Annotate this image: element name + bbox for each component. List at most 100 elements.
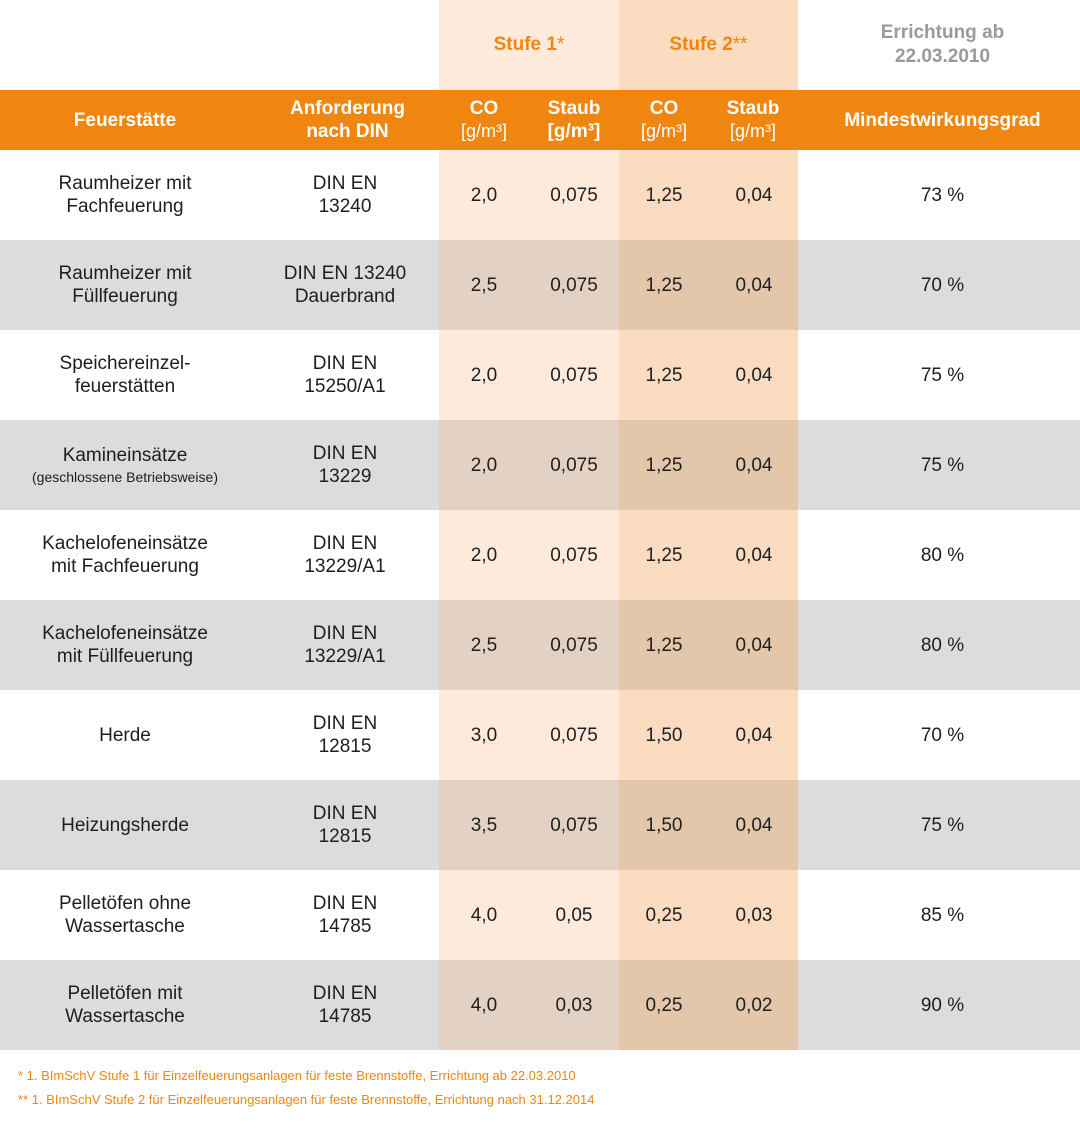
- header-staub-unit: [g/m³]: [547, 121, 601, 142]
- cell-anforderung: DIN EN 14785: [250, 870, 440, 960]
- cell-stufe2: 1,50 0,04: [619, 690, 798, 780]
- table-row: Kachelofeneinsätze mit Füllfeuerung DIN …: [0, 600, 1080, 690]
- stufe2-co-value: 1,25: [645, 454, 683, 476]
- header-mindestwirkungsgrad-label: Mindestwirkungsgrad: [844, 109, 1041, 131]
- stufe2-co-value: 1,25: [645, 274, 683, 296]
- cell-feuerstaette: Speichereinzel- feuerstätten: [0, 330, 250, 420]
- table-row: Speichereinzel- feuerstätten DIN EN 1525…: [0, 330, 1080, 420]
- table-row: Raumheizer mit Füllfeuerung DIN EN 13240…: [0, 240, 1080, 330]
- stufe1-staub-value: 0,075: [550, 364, 598, 386]
- cell-mindestwirkungsgrad: 75 %: [920, 454, 965, 476]
- header-co-unit: [g/m³]: [640, 121, 687, 141]
- header-feuerstaette: Feuerstätte: [0, 90, 250, 150]
- table-header-row: Feuerstätte Anforderung nach DIN CO [g/m…: [0, 90, 1080, 150]
- feuerstaette-line1: Herde: [99, 724, 151, 746]
- din-line2: 13229: [318, 466, 372, 487]
- stufe2-co-value: 0,25: [645, 994, 683, 1016]
- cell-mindestwirkungsgrad: 75 %: [920, 814, 965, 836]
- stufe1-staub-value: 0,075: [550, 544, 598, 566]
- header-co-label: CO: [649, 98, 679, 119]
- stufe1-co-value: 2,0: [470, 454, 498, 476]
- header-staub-unit: [g/m³]: [729, 121, 776, 141]
- stufe2-staub-value: 0,04: [735, 634, 773, 656]
- stufe1-staub-value: 0,075: [550, 184, 598, 206]
- footnote-2: ** 1. BImSchV Stufe 2 für Einzelfeuerung…: [18, 1092, 595, 1107]
- stufe1-co-value: 2,5: [470, 274, 498, 296]
- din-line1: DIN EN: [312, 893, 378, 914]
- feuerstaette-line1: Pelletöfen ohne: [58, 893, 192, 914]
- cell-feuerstaette: Raumheizer mit Fachfeuerung: [0, 150, 250, 240]
- table-row: Kamineinsätze (geschlossene Betriebsweis…: [0, 420, 1080, 510]
- din-line2: 14785: [318, 916, 372, 937]
- stufe2-co-value: 1,25: [645, 184, 683, 206]
- table-row: Raumheizer mit Fachfeuerung DIN EN 13240…: [0, 150, 1080, 240]
- cell-feuerstaette: Pelletöfen mit Wassertasche: [0, 960, 250, 1050]
- stufe1-staub-value: 0,075: [550, 814, 598, 836]
- feuerstaette-line1: Kachelofeneinsätze: [42, 623, 208, 644]
- cell-stufe2: 1,25 0,04: [619, 150, 798, 240]
- feuerstaette-line1: Heizungsherde: [61, 814, 189, 836]
- cell-anforderung: DIN EN 13240 Dauerbrand: [250, 240, 440, 330]
- stufe1-co-value: 2,0: [470, 544, 498, 566]
- stufe2-co-value: 1,50: [645, 724, 683, 746]
- cell-mindestwirkungsgrad: 80 %: [920, 634, 965, 656]
- errichtung-line1: Errichtung ab: [880, 22, 1005, 43]
- stufe1-column-band: [439, 0, 619, 1050]
- cell-stufe2: 1,25 0,04: [619, 600, 798, 690]
- feuerstaette-line2: Fachfeuerung: [66, 196, 184, 217]
- header-stufe1-co: CO [g/m³]: [439, 90, 529, 150]
- header-anforderung-line2: nach DIN: [306, 121, 389, 142]
- stufe2-label: Stufe 2: [669, 34, 733, 55]
- stufe1-footnote-mark: *: [556, 34, 565, 55]
- feuerstaette-line1: Speichereinzel-: [59, 353, 191, 374]
- cell-feuerstaette: Raumheizer mit Füllfeuerung: [0, 240, 250, 330]
- stufe2-staub-value: 0,04: [735, 364, 773, 386]
- din-line2: 14785: [318, 1006, 372, 1027]
- din-line2: 12815: [318, 736, 372, 757]
- stufe1-co-value: 3,0: [470, 724, 498, 746]
- stufe2-staub-value: 0,04: [735, 274, 773, 296]
- stufe2-co-value: 1,50: [645, 814, 683, 836]
- stufe2-staub-value: 0,04: [735, 544, 773, 566]
- cell-anforderung: DIN EN 15250/A1: [250, 330, 440, 420]
- stufe2-staub-value: 0,02: [735, 994, 773, 1016]
- cell-stufe2: 1,50 0,04: [619, 780, 798, 870]
- cell-stufe1: 3,0 0,075: [439, 690, 619, 780]
- din-line2: 15250/A1: [304, 376, 386, 397]
- table-row: Heizungsherde DIN EN 12815 3,5 0,075 1,5…: [0, 780, 1080, 870]
- cell-stufe1: 3,5 0,075: [439, 780, 619, 870]
- cell-anforderung: DIN EN 14785: [250, 960, 440, 1050]
- table-row: Pelletöfen ohne Wassertasche DIN EN 1478…: [0, 870, 1080, 960]
- cell-stufe1: 2,0 0,075: [439, 150, 619, 240]
- din-line1: DIN EN 13240: [283, 263, 407, 284]
- stufe2-co-value: 1,25: [645, 544, 683, 566]
- stufe1-co-value: 2,0: [470, 364, 498, 386]
- stufe1-co-value: 2,5: [470, 634, 498, 656]
- cell-mindestwirkungsgrad: 85 %: [920, 904, 965, 926]
- din-line2: 12815: [318, 826, 372, 847]
- header-staub-label: Staub: [547, 98, 601, 119]
- cell-stufe1: 2,5 0,075: [439, 240, 619, 330]
- stufe2-staub-value: 0,04: [735, 454, 773, 476]
- stufe1-staub-value: 0,075: [550, 634, 598, 656]
- din-line2: 13240: [318, 196, 372, 217]
- feuerstaette-line2: Wassertasche: [65, 916, 185, 937]
- header-mindestwirkungsgrad: Mindestwirkungsgrad: [805, 90, 1080, 150]
- cell-stufe1: 4,0 0,05: [439, 870, 619, 960]
- cell-anforderung: DIN EN 13229/A1: [250, 510, 440, 600]
- feuerstaette-line1: Raumheizer mit: [58, 263, 192, 284]
- cell-stufe2: 1,25 0,04: [619, 330, 798, 420]
- feuerstaette-line2: mit Fachfeuerung: [51, 556, 199, 577]
- stufe1-co-value: 4,0: [470, 904, 498, 926]
- header-co-label: CO: [469, 98, 499, 119]
- cell-anforderung: DIN EN 12815: [250, 690, 440, 780]
- cell-stufe1: 2,0 0,075: [439, 330, 619, 420]
- stufe2-column-band: [619, 0, 798, 1050]
- stufe2-staub-value: 0,03: [735, 904, 773, 926]
- errichtung-line2: 22.03.2010: [894, 46, 991, 67]
- cell-stufe1: 2,0 0,075: [439, 510, 619, 600]
- feuerstaette-note: (geschlossene Betriebsweise): [32, 468, 218, 485]
- cell-mindestwirkungsgrad: 73 %: [920, 184, 965, 206]
- header-stufe2-staub: Staub [g/m³]: [708, 90, 798, 150]
- cell-feuerstaette: Heizungsherde: [0, 780, 250, 870]
